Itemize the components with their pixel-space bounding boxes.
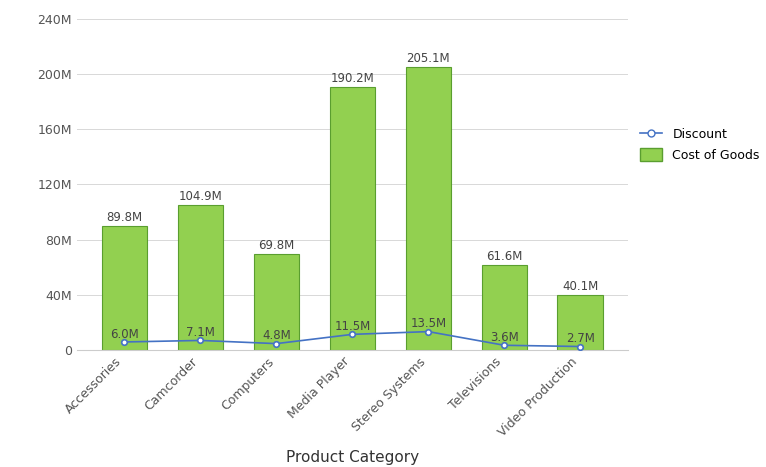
Bar	[482, 265, 527, 350]
Text: 13.5M: 13.5M	[411, 317, 447, 330]
Text: 205.1M: 205.1M	[407, 52, 450, 65]
Bar	[558, 295, 603, 350]
Text: 7.1M: 7.1M	[186, 326, 215, 339]
Bar	[102, 226, 147, 350]
Text: 61.6M: 61.6M	[486, 250, 522, 263]
Text: 11.5M: 11.5M	[334, 320, 371, 333]
X-axis label: Product Category: Product Category	[286, 450, 419, 465]
Bar	[329, 87, 375, 350]
Text: 89.8M: 89.8M	[106, 211, 142, 224]
Text: 3.6M: 3.6M	[490, 331, 519, 344]
Text: 4.8M: 4.8M	[262, 329, 291, 342]
Text: 2.7M: 2.7M	[566, 332, 594, 345]
Text: 40.1M: 40.1M	[562, 280, 598, 293]
Text: 104.9M: 104.9M	[178, 190, 222, 203]
Text: 190.2M: 190.2M	[330, 72, 375, 85]
Text: 69.8M: 69.8M	[258, 239, 294, 252]
Bar	[178, 205, 223, 350]
Text: 6.0M: 6.0M	[110, 327, 139, 340]
Bar	[405, 67, 451, 350]
Legend: Discount, Cost of Goods: Discount, Cost of Goods	[640, 127, 760, 162]
Bar	[254, 254, 300, 350]
